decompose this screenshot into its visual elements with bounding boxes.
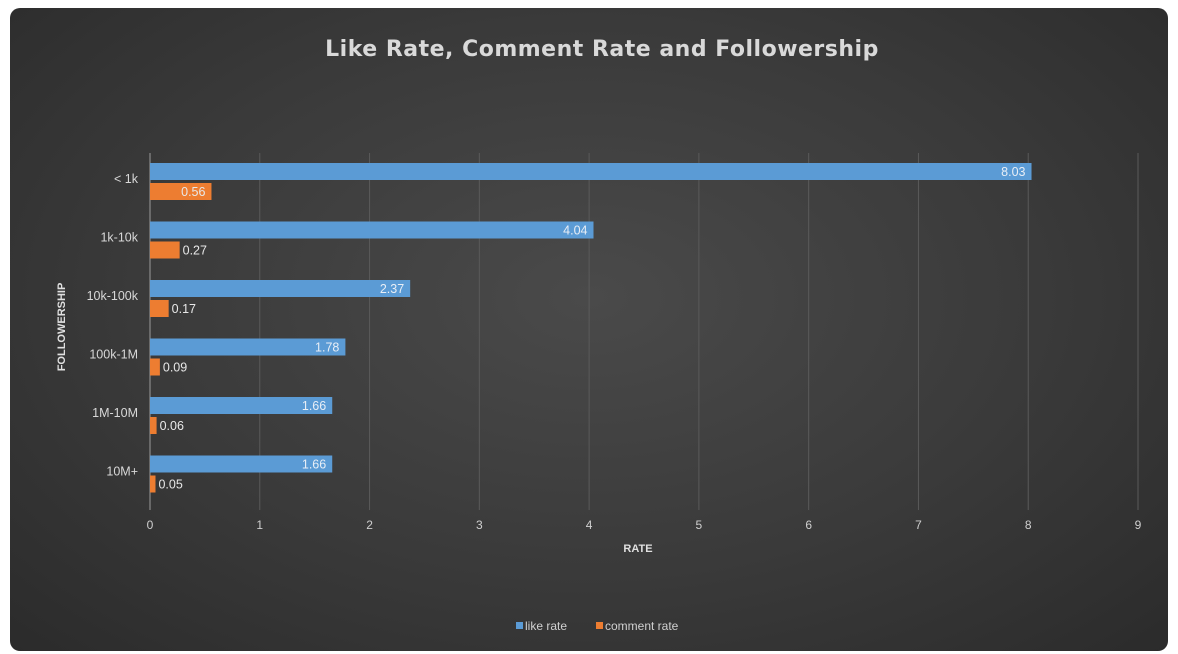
data-label-comment-rate: 0.06 — [160, 419, 184, 433]
bar-comment-rate — [150, 475, 156, 493]
bar-comment-rate — [150, 241, 180, 259]
category-label: 1k-10k — [100, 231, 138, 245]
x-tick-label: 3 — [476, 518, 483, 532]
x-tick-label: 6 — [805, 518, 812, 532]
legend-swatch — [516, 622, 523, 629]
bar-like-rate — [150, 221, 594, 239]
bar-comment-rate — [150, 183, 212, 200]
data-label-comment-rate: 0.05 — [158, 478, 182, 492]
bars: 8.03 0.56 4.04 0.27 2.37 0.17 1.78 0.09 1.66 0.06… — [150, 163, 1032, 493]
data-label-like-rate: 2.37 — [380, 282, 404, 296]
x-tick-label: 7 — [915, 518, 922, 532]
legend-label: comment rate — [605, 619, 679, 633]
data-label-like-rate: 1.66 — [302, 458, 326, 472]
data-label-comment-rate: 0.56 — [181, 185, 205, 199]
category-label: 1M-10M — [92, 406, 138, 420]
x-tick-label: 9 — [1135, 518, 1142, 532]
data-label-comment-rate: 0.17 — [172, 302, 196, 316]
chart-frame: Like Rate, Comment Rate and Followership… — [10, 8, 1168, 651]
legend: like rate comment rate — [516, 619, 679, 633]
bar-like-rate — [150, 338, 346, 356]
data-label-comment-rate: 0.27 — [183, 244, 207, 258]
category-label: 100k-1M — [89, 348, 138, 362]
bar-like-rate — [150, 280, 411, 297]
x-tick-label: 1 — [256, 518, 263, 532]
gridlines — [149, 153, 1139, 510]
category-label: 10k-100k — [87, 289, 139, 303]
bar-comment-rate — [150, 358, 160, 376]
x-tick-label: 4 — [586, 518, 593, 532]
legend-label: like rate — [525, 619, 567, 633]
legend-swatch — [596, 622, 603, 629]
category-label: 10M+ — [106, 465, 138, 479]
bar-chart: Like Rate, Comment Rate and Followership… — [56, 37, 1142, 633]
x-tick-labels: 0 1 2 3 4 5 6 7 8 9 — [147, 518, 1142, 532]
x-tick-label: 0 — [147, 518, 154, 532]
x-tick-label: 8 — [1025, 518, 1032, 532]
x-tick-label: 5 — [696, 518, 703, 532]
bar-comment-rate — [150, 300, 169, 317]
x-axis-title: RATE — [623, 543, 652, 555]
x-tick-label: 2 — [366, 518, 373, 532]
data-label-like-rate: 4.04 — [563, 224, 587, 238]
bar-like-rate — [150, 163, 1032, 180]
data-label-like-rate: 1.78 — [315, 341, 339, 355]
category-labels: < 1k 1k-10k 10k-100k 100k-1M 1M-10M 10M+ — [87, 172, 139, 479]
data-label-like-rate: 8.03 — [1001, 165, 1025, 179]
bar-like-rate — [150, 397, 333, 414]
category-label: < 1k — [114, 172, 139, 186]
data-label-like-rate: 1.66 — [302, 399, 326, 413]
chart-title: Like Rate, Comment Rate and Followership — [325, 37, 879, 62]
y-axis-title: FOLLOWERSHIP — [56, 283, 68, 372]
bar-comment-rate — [150, 417, 157, 434]
bar-like-rate — [150, 455, 333, 473]
data-label-comment-rate: 0.09 — [163, 361, 187, 375]
